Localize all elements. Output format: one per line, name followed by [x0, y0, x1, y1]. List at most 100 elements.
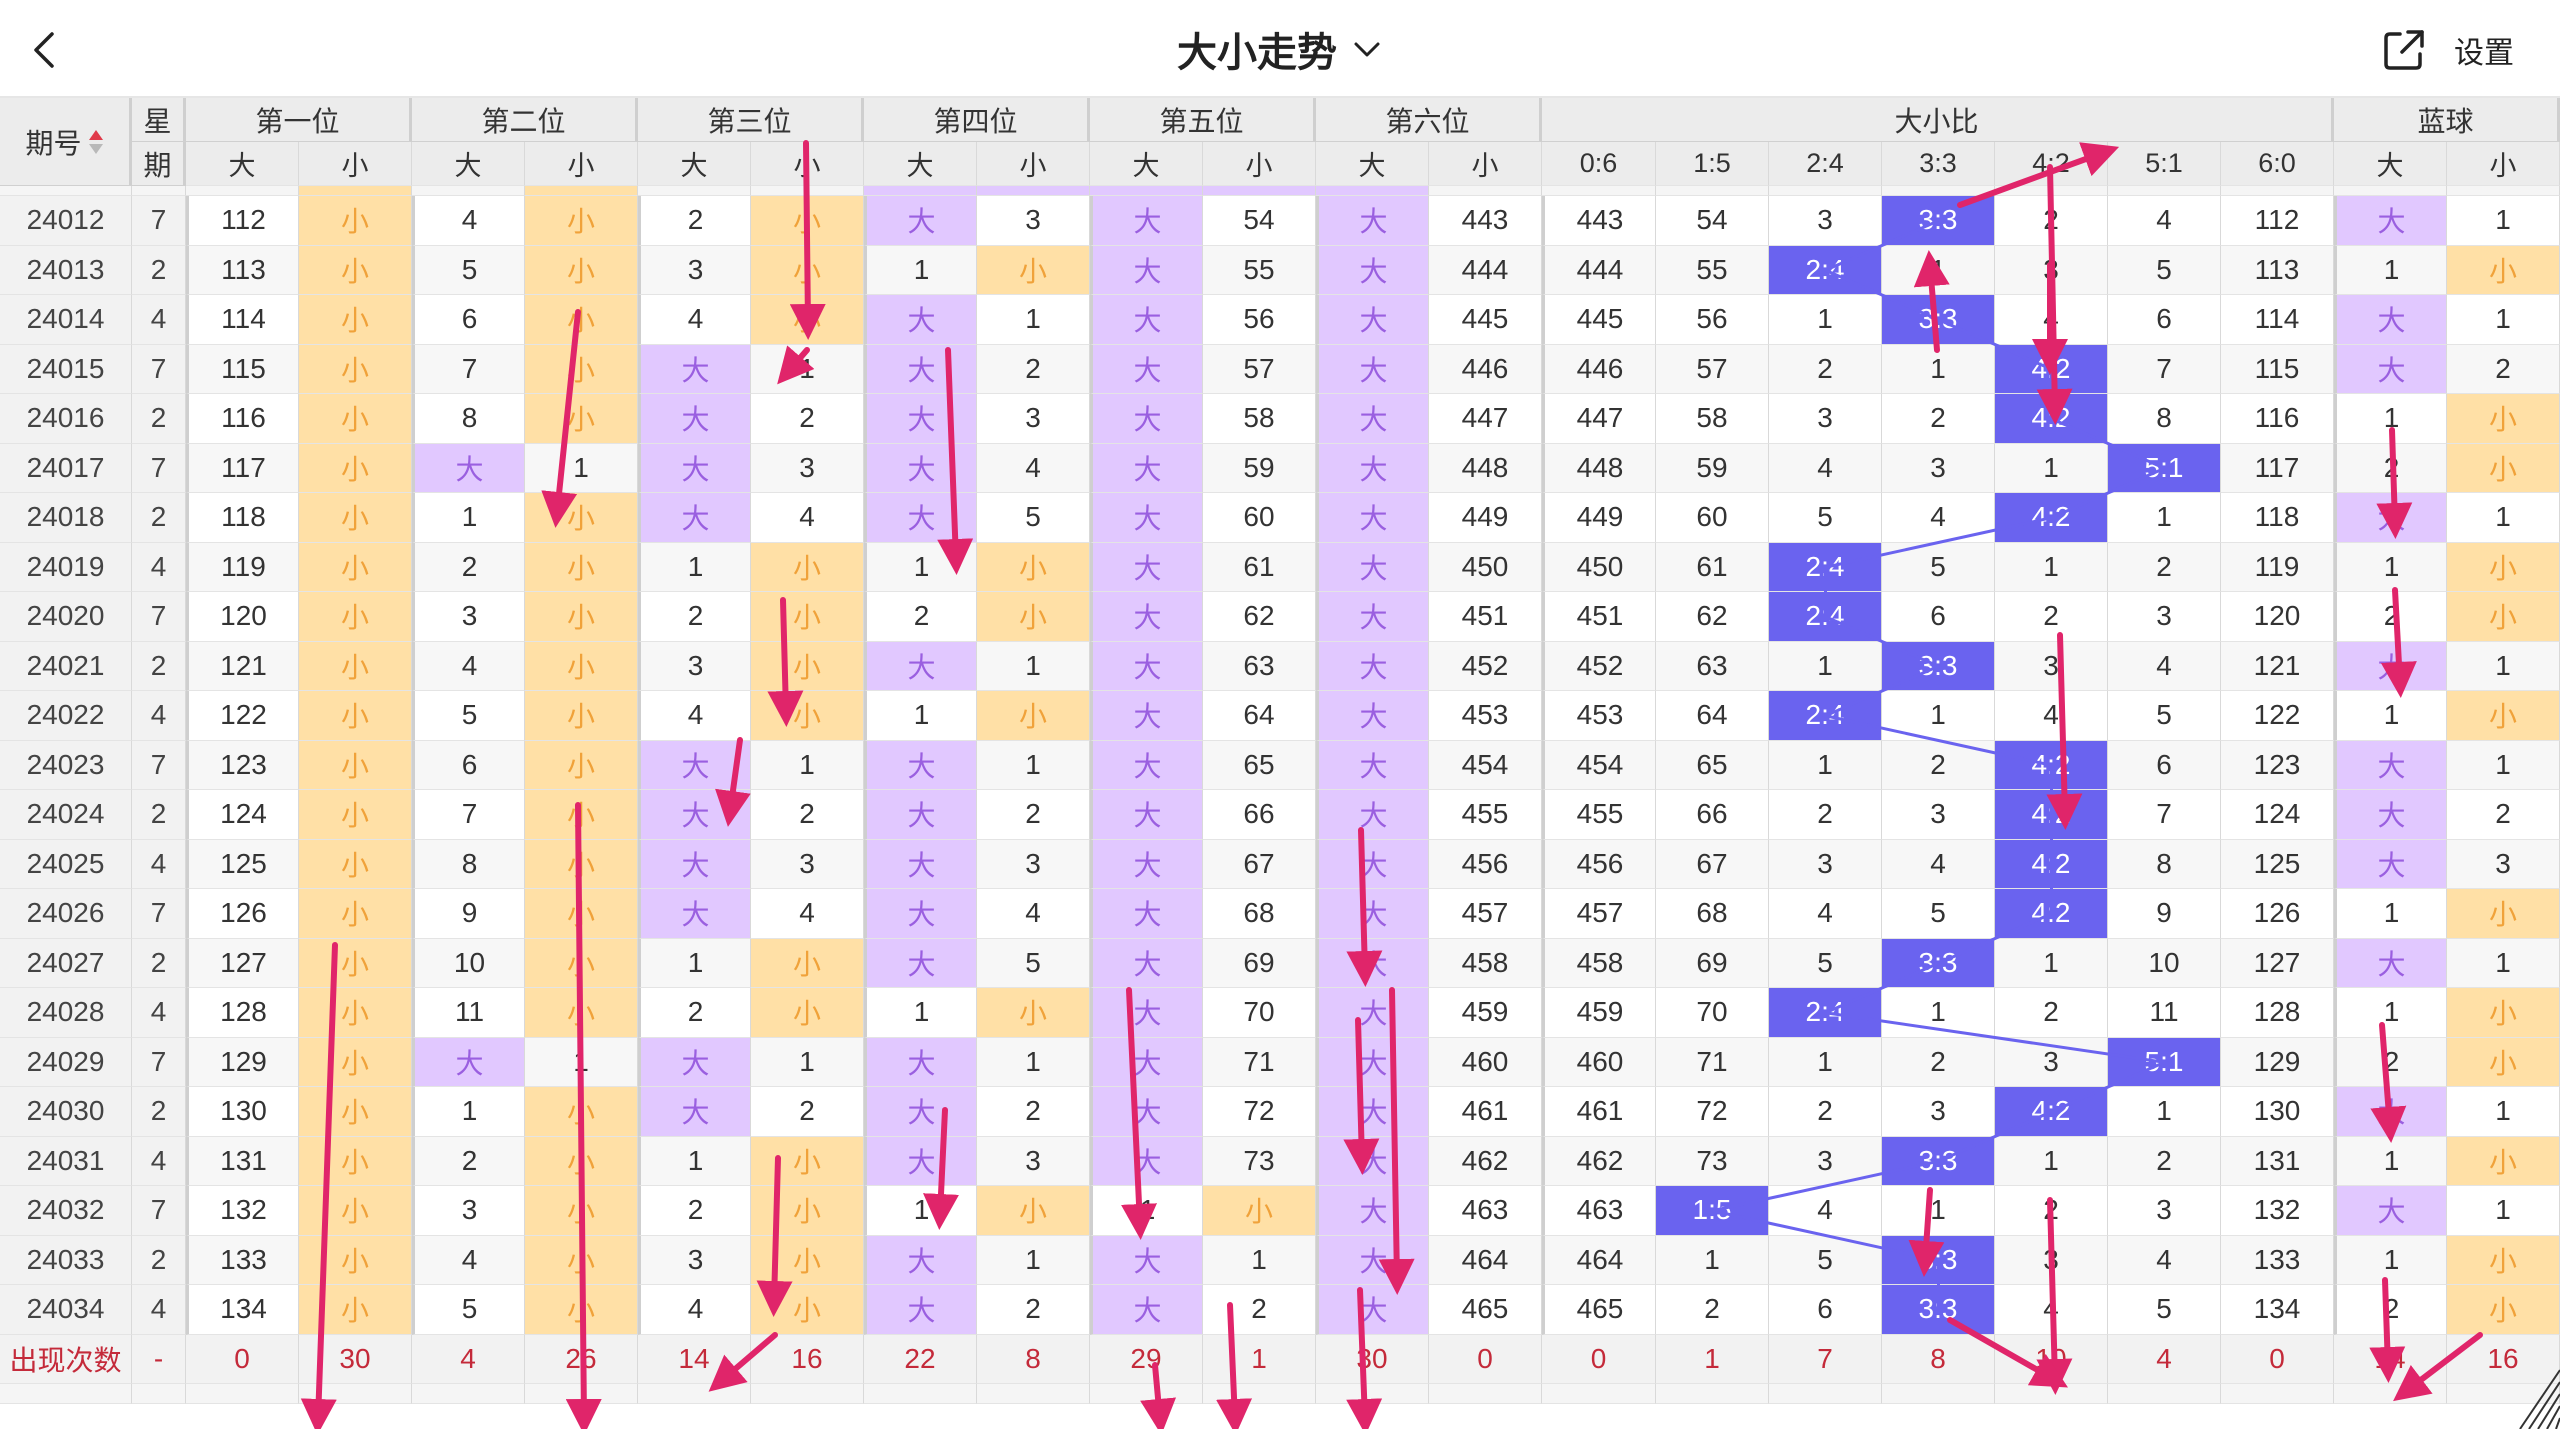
- miss-count-cell: 68: [1203, 889, 1316, 939]
- issue-number: 24019: [0, 542, 132, 592]
- miss-count-cell: 2: [412, 1136, 525, 1186]
- ratio-highlight-cell: 3:3: [1882, 641, 1995, 691]
- miss-count-cell: 2: [751, 790, 864, 840]
- miss-count-cell: 2: [977, 1285, 1090, 1335]
- issue-number: 24016: [0, 394, 132, 444]
- weekday-cell: 7: [132, 1186, 186, 1236]
- ratio-miss-cell: 70: [1656, 988, 1769, 1038]
- big-hit-cell: 大: [864, 1136, 977, 1186]
- scroll-stub-bottom: [412, 1384, 525, 1404]
- big-hit-cell: 大: [1316, 542, 1429, 592]
- miss-count-cell: 61: [1203, 542, 1316, 592]
- big-hit-cell: 大: [638, 493, 751, 543]
- miss-count-cell: 1: [2334, 988, 2447, 1038]
- miss-count-cell: 1: [864, 245, 977, 295]
- ratio-miss-cell: 1: [2108, 493, 2221, 543]
- miss-count-cell: 2: [638, 196, 751, 246]
- big-subheader: 大: [1316, 142, 1429, 186]
- big-hit-cell: 大: [1316, 938, 1429, 988]
- small-hit-cell: 小: [299, 443, 412, 493]
- big-hit-cell: 大: [864, 790, 977, 840]
- scroll-stub: [412, 186, 525, 196]
- settings-button[interactable]: 设置: [2454, 37, 2514, 70]
- ratio-miss-cell: 2: [1769, 344, 1882, 394]
- ratio-miss-cell: 3: [1995, 641, 2108, 691]
- footer-count: 26: [525, 1334, 638, 1384]
- small-hit-cell: 小: [299, 641, 412, 691]
- miss-count-cell: 2: [1203, 1285, 1316, 1335]
- small-hit-cell: 小: [299, 938, 412, 988]
- miss-count-cell: 2: [864, 592, 977, 642]
- miss-count-cell: 2: [638, 592, 751, 642]
- title-dropdown[interactable]: 大小走势: [0, 0, 2560, 98]
- small-subheader: 小: [1429, 142, 1542, 186]
- small-hit-cell: 小: [299, 1037, 412, 1087]
- miss-count-cell: 1: [751, 1037, 864, 1087]
- scroll-stub: [2221, 186, 2334, 196]
- ratio-miss-cell: 132: [2221, 1186, 2334, 1236]
- big-hit-cell: 大: [2334, 790, 2447, 840]
- small-hit-cell: 小: [2447, 542, 2560, 592]
- big-hit-cell: 大: [1090, 245, 1203, 295]
- small-hit-cell: 小: [751, 592, 864, 642]
- ratio-miss-cell: 6: [2108, 295, 2221, 345]
- weekday-cell: 4: [132, 839, 186, 889]
- ratio-highlight-cell: 4:2: [1995, 740, 2108, 790]
- ratio-miss-cell: 460: [1542, 1037, 1656, 1087]
- miss-count-cell: 443: [1429, 196, 1542, 246]
- ratio-miss-cell: 1: [1882, 245, 1995, 295]
- ratio-miss-cell: 452: [1542, 641, 1656, 691]
- small-hit-cell: 小: [977, 592, 1090, 642]
- small-hit-cell: 小: [299, 691, 412, 741]
- miss-count-cell: 56: [1203, 295, 1316, 345]
- footer-count: 4: [2108, 1334, 2221, 1384]
- miss-count-cell: 67: [1203, 839, 1316, 889]
- miss-count-cell: 134: [186, 1285, 299, 1335]
- ratio-miss-cell: 8: [2108, 394, 2221, 444]
- ratio-highlight-cell: 3:3: [1882, 1285, 1995, 1335]
- ratio-highlight-cell: 3:3: [1882, 1235, 1995, 1285]
- group-header-2: 第二位: [412, 98, 638, 142]
- ratio-miss-cell: 4: [1882, 493, 1995, 543]
- big-hit-cell: 大: [1090, 542, 1203, 592]
- big-hit-cell: 大: [1090, 988, 1203, 1038]
- ratio-miss-cell: 3: [1882, 790, 1995, 840]
- ratio-miss-cell: 71: [1656, 1037, 1769, 1087]
- big-hit-cell: 大: [1316, 839, 1429, 889]
- miss-count-cell: 454: [1429, 740, 1542, 790]
- small-subheader: 小: [751, 142, 864, 186]
- issue-header-sort[interactable]: 期号: [0, 98, 132, 186]
- miss-count-cell: 55: [1203, 245, 1316, 295]
- scroll-stub: [525, 186, 638, 196]
- footer-count: 29: [1090, 1334, 1203, 1384]
- big-hit-cell: 大: [864, 740, 977, 790]
- miss-count-cell: 463: [1429, 1186, 1542, 1236]
- big-hit-cell: 大: [638, 443, 751, 493]
- big-subheader: 大: [864, 142, 977, 186]
- miss-count-cell: 2: [638, 988, 751, 1038]
- chevron-left-icon[interactable]: [22, 26, 70, 74]
- ratio-miss-cell: 7: [2108, 790, 2221, 840]
- miss-count-cell: 444: [1429, 245, 1542, 295]
- ratio-highlight-cell: 3:3: [1882, 196, 1995, 246]
- miss-count-cell: 1: [2334, 691, 2447, 741]
- miss-count-cell: 57: [1203, 344, 1316, 394]
- weekday-cell: 2: [132, 641, 186, 691]
- big-subheader: 大: [412, 142, 525, 186]
- small-hit-cell: 小: [977, 542, 1090, 592]
- ratio-miss-cell: 1: [1882, 988, 1995, 1038]
- chevron-down-icon[interactable]: [1351, 33, 1383, 65]
- share-external-icon[interactable]: [2380, 26, 2428, 74]
- ratio-miss-cell: 447: [1542, 394, 1656, 444]
- big-subheader: 大: [186, 142, 299, 186]
- ratio-miss-cell: 4: [1882, 839, 1995, 889]
- page-title[interactable]: 大小走势: [1177, 31, 1337, 75]
- miss-count-cell: 119: [186, 542, 299, 592]
- small-hit-cell: 小: [299, 839, 412, 889]
- miss-count-cell: 3: [638, 641, 751, 691]
- ratio-miss-cell: 4: [1995, 295, 2108, 345]
- scroll-stub-bottom: [2221, 1384, 2334, 1404]
- sort-icon[interactable]: [88, 129, 104, 155]
- ratio-miss-cell: 2: [1995, 196, 2108, 246]
- miss-count-cell: 120: [186, 592, 299, 642]
